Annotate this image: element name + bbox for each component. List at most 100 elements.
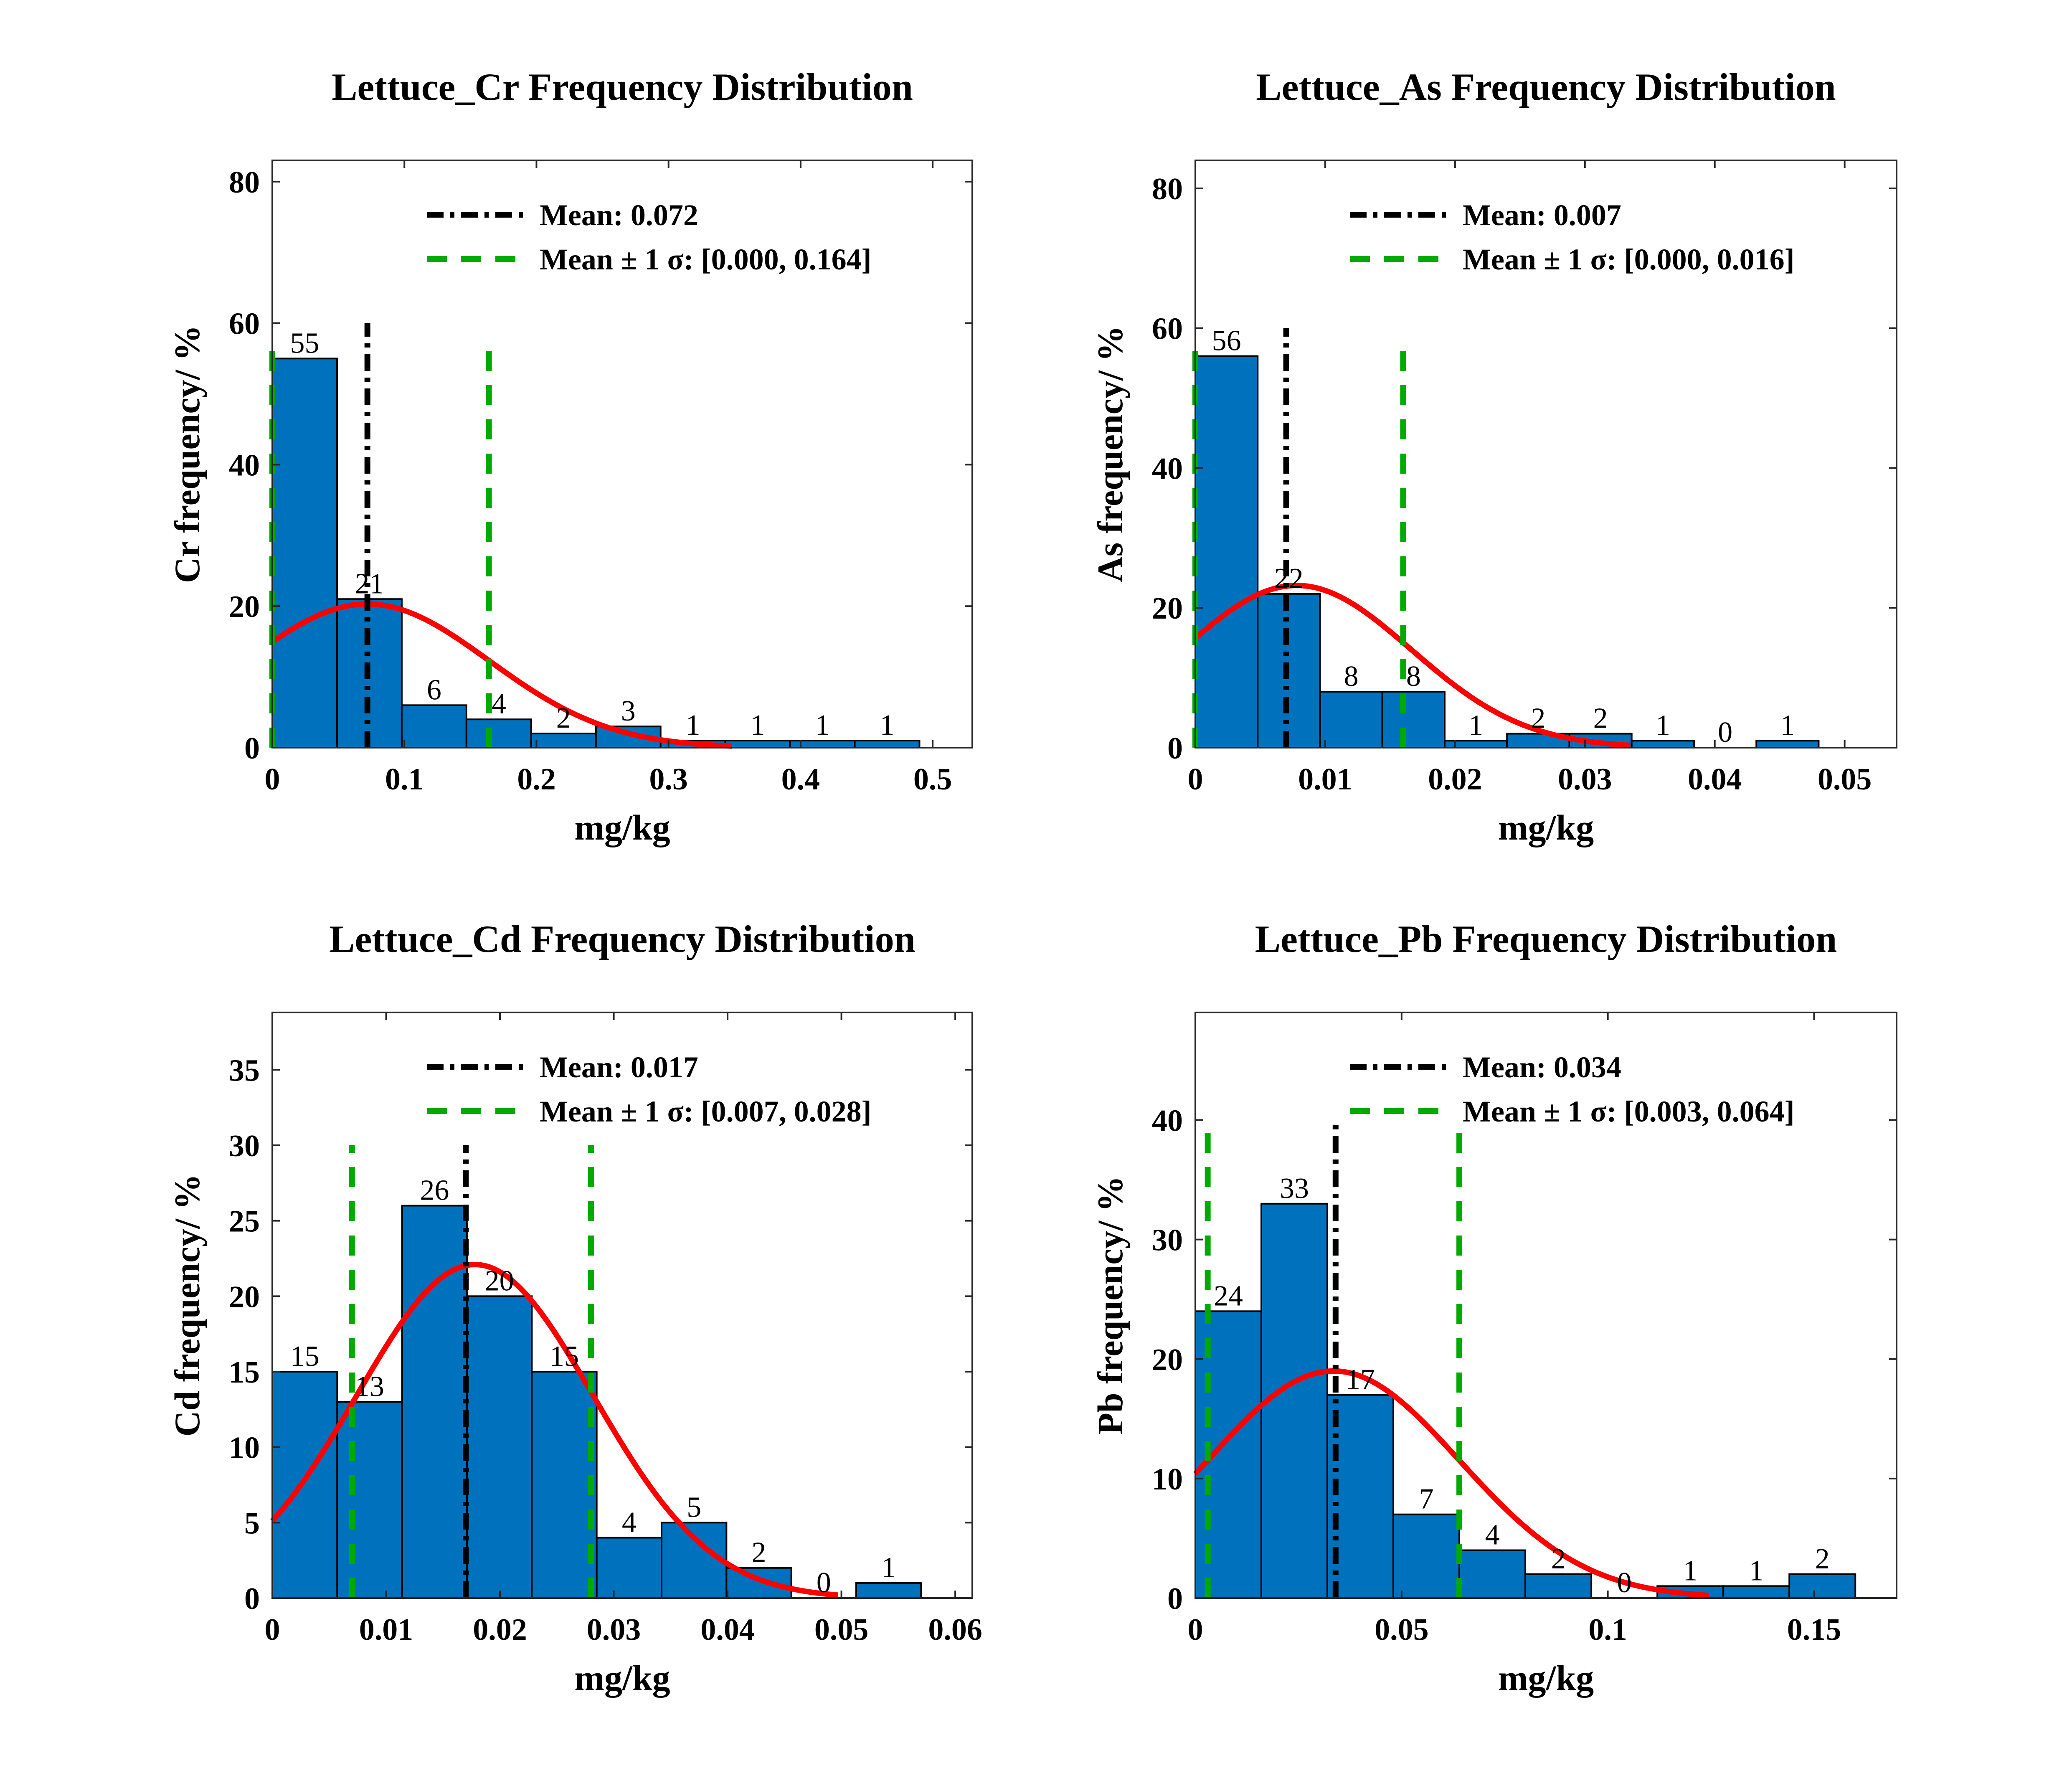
axes-box [271,160,973,748]
x-axis-label: mg/kg [574,807,670,847]
normal-fit-curve [270,1262,838,1598]
y-tick-label: 5 [244,1506,260,1540]
y-tick-label: 30 [1152,1223,1183,1258]
x-tick-label: 0.2 [517,762,556,797]
x-axis-label: mg/kg [574,1658,670,1698]
x-tick-label: 0.1 [385,762,424,797]
x-tick-label: 0.05 [1818,762,1872,797]
histogram-bar [401,704,467,749]
normal-fit-curve [1193,583,1631,748]
y-tick-label: 40 [229,448,260,482]
x-tick-label: 0.5 [913,762,952,797]
y-tick-label: 40 [1152,452,1183,486]
legend-sigma-label: Mean ± 1 σ: [0.000, 0.164] [540,243,872,276]
histogram-bar [271,1370,338,1599]
y-tick-label: 20 [229,590,260,624]
y-tick-label: 0 [244,1582,260,1616]
bar-count-label: 2 [1551,1543,1566,1575]
chart-panel-3: Lettuce_Cd Frequency Distribution1513262… [167,918,982,1698]
histogram-bar [1755,740,1820,749]
bar-count-label: 2 [1815,1543,1830,1575]
x-tick-label: 0.15 [1787,1613,1841,1647]
x-axis-label: mg/kg [1498,1658,1594,1698]
bar-count-label: 21 [355,568,384,600]
bar-count-label: 15 [290,1340,320,1373]
normal-fit-curve [1193,1368,1709,1598]
bar-count-label: 26 [420,1175,449,1207]
histogram-bar [1631,740,1695,749]
histogram-bar [724,740,791,748]
bar-count-label: 2 [1593,703,1608,735]
histogram-bar [465,718,532,748]
bar-count-label: 5 [687,1491,701,1523]
bar-count-label: 6 [427,674,441,706]
bar-count-label: 24 [1214,1280,1243,1312]
histogram-bar [1443,740,1508,749]
bar-count-label: 1 [881,1552,896,1584]
chart-title: Lettuce_As Frequency Distribution [1256,66,1836,108]
bar-count-label: 3 [621,695,636,727]
y-tick-label: 60 [1152,312,1183,346]
bar-count-label: 2 [752,1537,766,1569]
x-tick-label: 0 [1188,1613,1203,1647]
x-tick-label: 0.4 [781,762,820,797]
bar-count-label: 0 [817,1567,831,1599]
bar-count-label: 13 [355,1370,384,1403]
bar-count-label: 2 [1531,703,1545,735]
chart-title: Lettuce_Cd Frequency Distribution [329,918,916,960]
histogram-bar [1722,1585,1790,1599]
bar-count-label: 1 [1656,709,1670,741]
x-tick-label: 0.1 [1588,1613,1627,1647]
bar-count-label: 1 [1468,709,1483,741]
histogram-bar [789,740,856,748]
legend-mean-label: Mean: 0.017 [540,1050,698,1084]
bar-count-label: 4 [492,688,506,720]
x-tick-label: 0.01 [1298,762,1352,797]
bar-count-label: 1 [815,709,830,741]
histogram-bar [855,1582,922,1599]
histogram-bar [1458,1549,1527,1599]
histogram-bar [1788,1573,1856,1599]
bar-count-label: 1 [1780,709,1795,741]
axes-box [1195,1012,1897,1599]
bar-count-label: 1 [751,709,765,741]
x-tick-label: 0 [265,1613,280,1647]
x-axis-label: mg/kg [1498,807,1594,847]
x-tick-label: 0.03 [1558,762,1612,797]
bar-count-label: 15 [550,1340,579,1373]
legend: Mean: 0.007 Mean ± 1 σ: [0.000, 0.016] [1350,198,1795,276]
x-tick-label: 0.01 [359,1613,413,1647]
legend: Mean: 0.034 Mean ± 1 σ: [0.003, 0.064] [1350,1050,1795,1128]
legend-sigma-label: Mean ± 1 σ: [0.000, 0.016] [1463,243,1795,276]
y-tick-label: 10 [229,1431,260,1465]
y-tick-label: 25 [229,1205,260,1239]
histogram-bar [1326,1394,1395,1599]
histogram-bar [1260,1203,1329,1599]
legend-sigma-label: Mean ± 1 σ: [0.007, 0.028] [540,1095,872,1128]
histogram-bar [661,1522,728,1599]
x-tick-label: 0.04 [1688,762,1742,797]
histogram-bar [725,1567,792,1599]
histogram-bar [530,733,597,748]
histogram-bar [1524,1573,1593,1599]
y-tick-label: 80 [1152,172,1183,206]
x-tick-label: 0.06 [928,1613,982,1647]
axes-box [1195,160,1897,748]
histogram-bar [1381,691,1446,748]
x-tick-label: 0.04 [700,1613,755,1647]
y-tick-label: 10 [1152,1462,1183,1497]
bar-count-label: 17 [1346,1364,1375,1396]
y-tick-label: 20 [1152,1343,1183,1377]
bar-count-label: 0 [1718,716,1732,748]
bar-count-label: 8 [1406,660,1421,693]
chart-panel-4: Lettuce_Pb Frequency Distribution2433177… [1090,918,1897,1698]
axes-box [271,1012,973,1599]
bar-count-label: 2 [556,702,571,734]
bar-count-label: 1 [686,709,700,741]
histogram-bar [1195,355,1259,748]
x-tick-label: 0.02 [1428,762,1482,797]
y-axis-label: As frequency/ % [1090,326,1130,583]
x-tick-label: 0 [1188,762,1203,797]
y-tick-label: 35 [229,1053,260,1088]
